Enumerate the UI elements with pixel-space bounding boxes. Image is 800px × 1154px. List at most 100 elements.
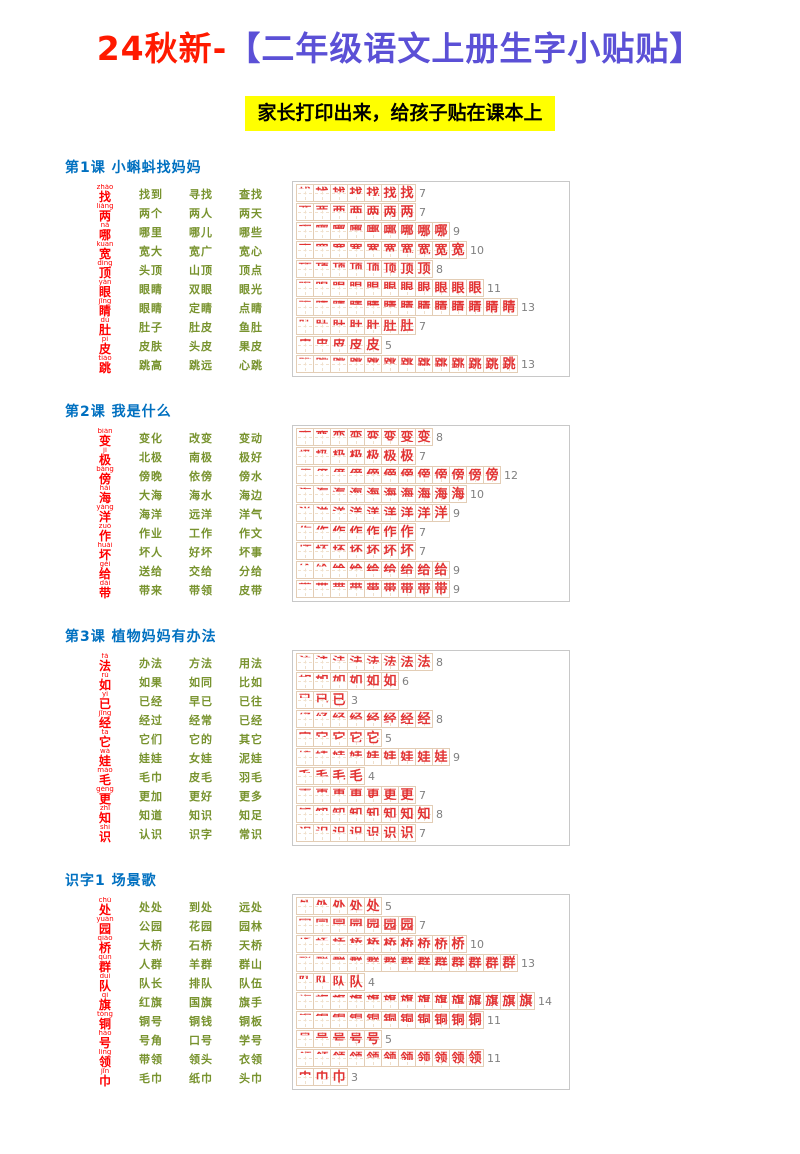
stroke-grid-cell: 铜 [347,1011,365,1030]
word-label: 两人 [189,206,213,220]
stroke-glyph: 园 [315,917,329,933]
word-label: 分给 [239,564,263,578]
word-label: 头顶 [139,263,163,277]
word-label: 羽毛 [239,770,263,784]
stroke-grid-cell: 知 [313,805,331,824]
stroke-order-panel: 处处处处处 5 园园园园园园园 7 桥桥桥桥桥桥桥桥桥桥 10 群群群群群群群群群群群群群 1… [292,893,570,1090]
stroke-glyph: 识 [400,825,414,841]
word-label: 依傍 [189,469,213,483]
word-label: 识字 [189,827,213,841]
stroke-grid-cell: 知 [347,805,365,824]
stroke-glyph: 哪 [400,223,414,239]
stroke-grid-cell: 坏 [330,542,348,561]
stroke-glyph: 队 [349,974,363,990]
pinyin-label: bàng [96,465,114,473]
table-row: fǎ 法办法 方法 用法 [65,653,292,672]
stroke-grid-cell: 经 [415,710,433,729]
stroke-grid-cell: 识 [347,824,365,843]
section-body: biàn 变变化 改变 变动 jí 极北极 南极 极好 bàng 傍傍晚 依傍 傍水 hǎi 海大海 海水海… [65,424,800,602]
word-label: 铜号 [139,1014,163,1028]
stroke-grid-cell: 已 [296,691,314,710]
stroke-glyph: 经 [383,711,397,727]
stroke-grid-cell: 旗 [483,992,501,1011]
stroke-glyph: 桥 [400,936,414,952]
stroke-glyph: 旗 [315,993,329,1009]
subtitle-highlight: 家长打印出来，给孩子贴在课本上 [245,96,555,131]
subtitle-row: 家长打印出来，给孩子贴在课本上 [0,96,800,131]
table-row: qún 群人群 羊群 群山 [65,954,292,973]
stroke-grid-cell: 处 [313,897,331,916]
stroke-glyph: 极 [349,448,363,464]
stroke-glyph: 给 [417,562,431,578]
stroke-glyph: 桥 [417,936,431,952]
stroke-grid-cell: 旗 [313,992,331,1011]
stroke-grid-cell: 皮 [296,336,314,355]
stroke-grid-cell: 跳 [398,355,416,374]
pinyin-label: liǎng [96,202,114,210]
stroke-glyph: 更 [400,787,414,803]
word-label: 如同 [189,675,213,689]
stroke-glyph: 两 [400,204,414,220]
stroke-grid-cell: 傍 [364,466,382,485]
character-cell: hǎi 海 [83,485,127,504]
page-title-prefix: 24秋新- [96,29,228,68]
stroke-glyph: 变 [315,429,329,445]
stroke-glyph: 傍 [366,467,380,483]
word-label: 皮毛 [189,770,213,784]
word-label: 好坏 [189,545,213,559]
stroke-grid-cell: 哪 [296,222,314,241]
stroke-glyph: 睛 [298,299,312,315]
word-label: 铜钱 [189,1014,213,1028]
word-label: 知道 [139,808,163,822]
stroke-glyph: 队 [315,974,329,990]
stroke-grid-cell: 处 [330,897,348,916]
word-label: 排队 [189,976,213,990]
stroke-glyph: 经 [315,711,329,727]
stroke-glyph: 哪 [417,223,431,239]
word-label: 号角 [139,1033,163,1047]
stroke-count: 5 [385,338,392,352]
table-row: hǎi 海大海 海水 海边 [65,485,292,504]
word-label: 人群 [139,957,163,971]
stroke-grid-cell: 洋 [381,504,399,523]
stroke-grid-cell: 宽 [296,241,314,260]
character-word-table: chù 处处处 到处 远处 yuán 园公园 花园 园林 qiáo 桥大桥 石桥 天桥 qún 群人群 羊群… [65,894,292,1087]
stroke-glyph: 群 [468,955,482,971]
character-cell: lǐng 领 [83,1049,127,1068]
stroke-grid-cell: 经 [364,710,382,729]
word-label: 顶点 [239,263,263,277]
stroke-glyph: 傍 [468,467,482,483]
stroke-grid-cell: 铜 [466,1011,484,1030]
stroke-grid-cell: 旗 [466,992,484,1011]
character-cell: zhī 知 [83,805,127,824]
word-label: 知识 [189,808,213,822]
stroke-count: 8 [436,262,443,276]
stroke-grid-cell: 桥 [381,935,399,954]
stroke-glyph: 群 [315,955,329,971]
stroke-grid-cell: 肚 [347,317,365,336]
stroke-grid-cell: 桥 [330,935,348,954]
table-row: liǎng 两两个 两人 两天 [65,203,292,222]
stroke-grid-cell: 坏 [364,542,382,561]
table-row: kuān 宽宽大 宽广 宽心 [65,241,292,260]
stroke-glyph: 宽 [451,242,465,258]
stroke-glyph: 给 [349,562,363,578]
stroke-grid-cell: 两 [296,203,314,222]
word-label: 变动 [239,431,263,445]
stroke-order-row: 桥桥桥桥桥桥桥桥桥桥 10 [296,935,566,954]
character-cell: yáng 洋 [83,504,127,523]
stroke-glyph: 已 [298,692,312,708]
stroke-glyph: 桥 [332,936,346,952]
stroke-count: 11 [487,281,501,295]
stroke-glyph: 毛 [332,768,346,784]
stroke-grid-cell: 肚 [330,317,348,336]
stroke-grid-cell: 哪 [415,222,433,241]
stroke-glyph: 跳 [468,356,482,372]
stroke-glyph: 法 [332,654,346,670]
stroke-glyph: 娃 [400,749,414,765]
word-label: 远洋 [189,507,213,521]
